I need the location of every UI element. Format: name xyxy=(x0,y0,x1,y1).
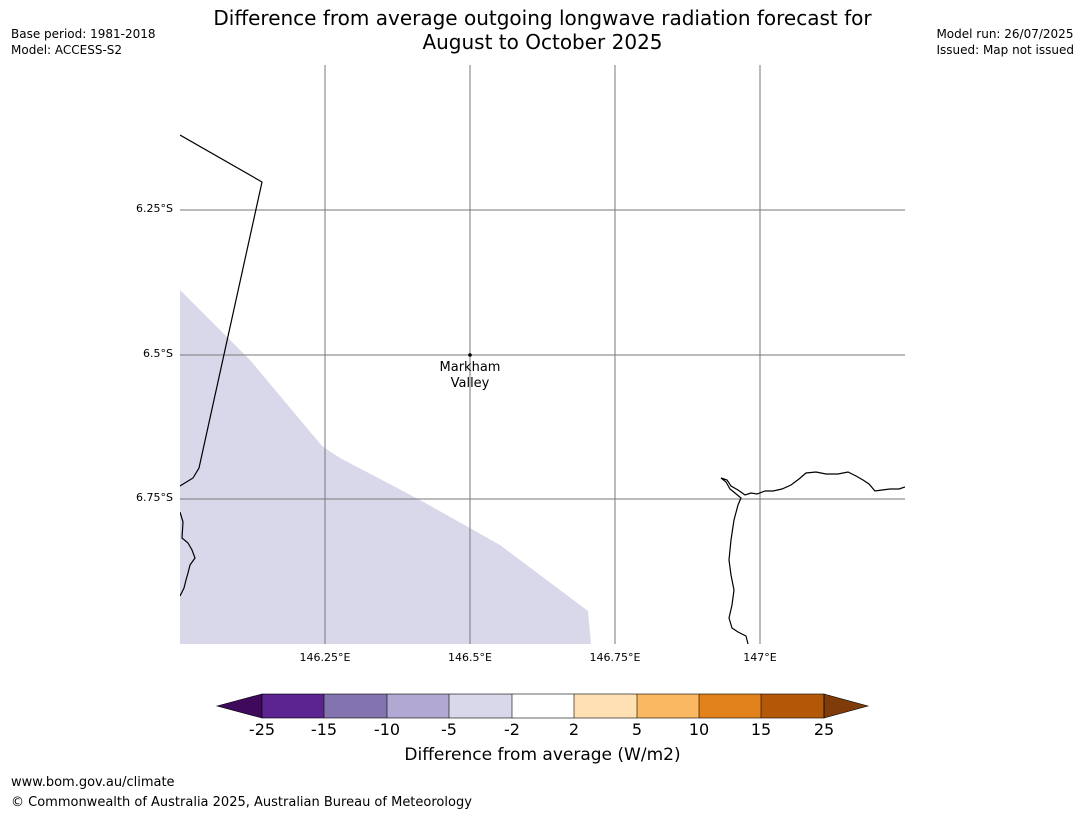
map-title-line1: Difference from average outgoing longwav… xyxy=(213,6,872,30)
place-name-line1: Markham xyxy=(439,360,501,375)
colorbar-segment xyxy=(761,694,824,718)
colorbar-segment xyxy=(449,694,512,718)
colorbar-label: Difference from average (W/m2) xyxy=(404,745,681,765)
lon-label-146-5: 146.5°E xyxy=(448,651,492,664)
colorbar-tick: -2 xyxy=(504,720,520,739)
colorbar-segment xyxy=(699,694,761,718)
colorbar-extend-high xyxy=(823,693,870,719)
colorbar-segment xyxy=(324,694,387,718)
anomaly-shaded-region xyxy=(180,290,591,644)
place-name-line2: Valley xyxy=(450,376,490,391)
lon-label-146-75: 146.75°E xyxy=(589,651,641,664)
model-run-text: Model run: 26/07/2025 xyxy=(936,27,1074,41)
colorbar-tick: 10 xyxy=(688,720,710,739)
coastline-west xyxy=(180,511,196,597)
map-area xyxy=(180,65,905,644)
colorbar-tick: 15 xyxy=(750,720,772,739)
map-title: Difference from average outgoing longwav… xyxy=(0,6,1085,54)
colorbar-tick: 5 xyxy=(631,720,643,739)
colorbar-tick: 2 xyxy=(568,720,580,739)
colorbar-tick: -5 xyxy=(441,720,457,739)
model-text: Model: ACCESS-S2 xyxy=(11,43,123,57)
lon-label-147: 147°E xyxy=(743,651,777,664)
colorbar-tick: 25 xyxy=(813,720,835,739)
footer-url: www.bom.gov.au/climate xyxy=(11,775,175,790)
colorbar-tick: -25 xyxy=(248,720,276,739)
colorbar xyxy=(215,693,870,719)
base-period-info: Base period: 1981-2018 Model: ACCESS-S2 xyxy=(11,26,156,58)
colorbar-segment xyxy=(512,694,574,718)
lon-label-146-25: 146.25°E xyxy=(299,651,351,664)
colorbar-extend-low xyxy=(215,693,263,719)
colorbar-segment xyxy=(637,694,699,718)
map-title-line2: August to October 2025 xyxy=(422,30,663,54)
footer-copyright: © Commonwealth of Australia 2025, Austra… xyxy=(11,795,472,810)
issued-text: Issued: Map not issued xyxy=(936,43,1074,57)
gridlines xyxy=(180,65,905,644)
colorbar-tick: -10 xyxy=(373,720,401,739)
markham-valley-marker xyxy=(468,353,472,357)
colorbar-segment xyxy=(387,694,449,718)
lat-label-6-5: 6.5°S xyxy=(143,347,173,360)
markham-valley-label: Markham Valley xyxy=(420,360,520,392)
colorbar-segment xyxy=(574,694,637,718)
colorbar-tick: -15 xyxy=(310,720,338,739)
lat-label-6-75: 6.75°S xyxy=(136,491,173,504)
coastline-east xyxy=(720,471,905,644)
base-period-text: Base period: 1981-2018 xyxy=(11,27,156,41)
region-boundary-line xyxy=(180,134,263,487)
lat-label-6-25: 6.25°S xyxy=(136,202,173,215)
model-run-info: Model run: 26/07/2025 Issued: Map not is… xyxy=(936,26,1074,58)
colorbar-segment xyxy=(262,694,324,718)
